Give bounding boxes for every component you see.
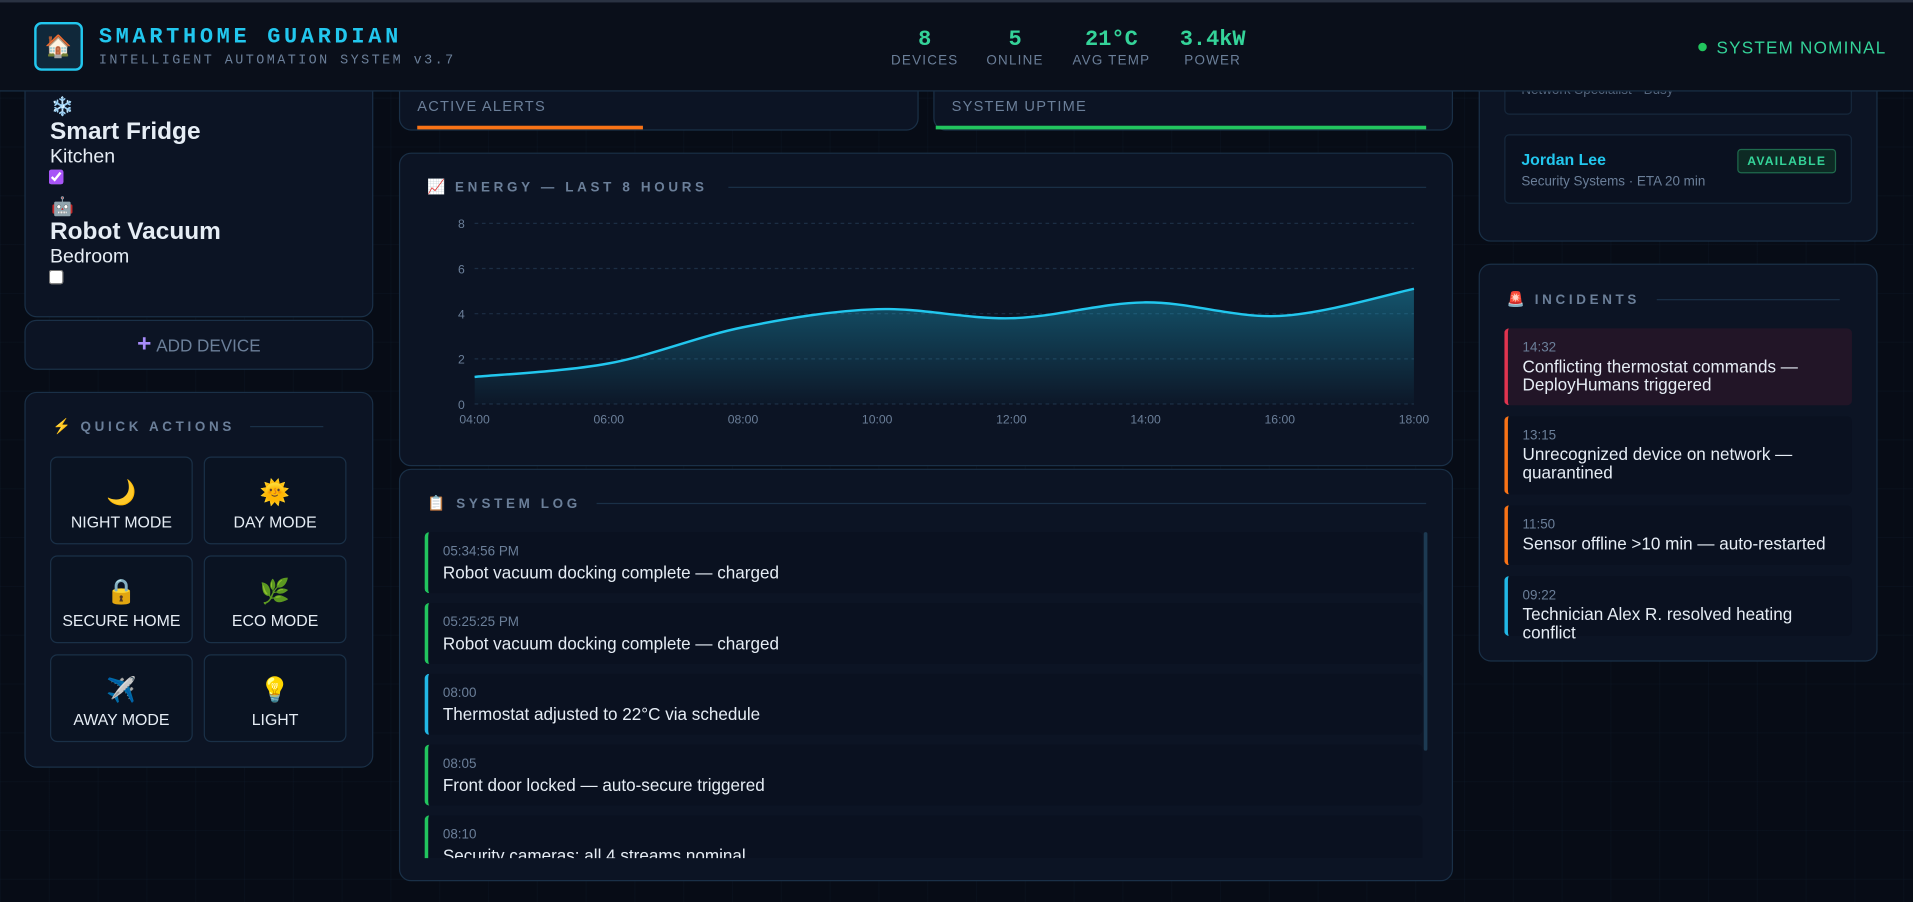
- qa-button-label: DAY MODE: [233, 512, 317, 531]
- incident-time: 11:50: [1522, 517, 1556, 533]
- incidents-icon: 🚨: [1506, 290, 1525, 308]
- stat-label: POWER: [1184, 53, 1242, 69]
- log-entry: 08:00 Thermostat adjusted to 22°C via sch…: [424, 673, 1423, 735]
- quick-action-button[interactable]: ✈️ AWAY MODE: [50, 654, 193, 743]
- metric-label: SYSTEM UPTIME: [951, 97, 1088, 115]
- device-room: Kitchen: [50, 146, 116, 168]
- log-message: Front door locked — auto-secure triggere…: [442, 775, 765, 795]
- add-icon: +: [137, 330, 152, 358]
- log-entry: 08:05 Front door locked — auto-secure tri…: [424, 744, 1423, 806]
- incidents-title: INCIDENTS: [1534, 292, 1641, 308]
- app-title: SMARTHOME GUARDIAN: [98, 25, 402, 51]
- log-time: 05:34:56 PM: [442, 544, 519, 560]
- incident-time: 13:15: [1522, 428, 1557, 444]
- qa-button-icon: 🔒: [106, 578, 137, 606]
- device-toggle[interactable]: [48, 169, 64, 185]
- incident-time: 09:22: [1522, 588, 1557, 603]
- header: [0, 0, 1913, 92]
- app-subtitle: INTELLIGENT AUTOMATION SYSTEM v3.7: [98, 53, 456, 69]
- log-message: Security cameras: all 4 streams nominal: [442, 845, 746, 859]
- quick-action-button[interactable]: 🌙 NIGHT MODE: [50, 456, 193, 545]
- quick-action-button[interactable]: 🔒 SECURE HOME: [50, 555, 193, 644]
- qa-button-icon: ✈️: [106, 677, 137, 705]
- section-rule: [596, 502, 1427, 505]
- stat-label: ONLINE: [986, 53, 1044, 69]
- metric-bar: [417, 125, 643, 130]
- quick-action-button[interactable]: 🌿 ECO MODE: [203, 555, 347, 644]
- add-device-button[interactable]: + ADD DEVICE: [24, 319, 374, 370]
- stat-value: 3.4kW: [1179, 28, 1246, 53]
- device-name: Robot Vacuum: [50, 218, 221, 246]
- log-message: Robot vacuum docking complete — charged: [442, 633, 779, 654]
- qa-button-label: SECURE HOME: [62, 611, 181, 630]
- log-time: 05:25:25 PM: [442, 615, 519, 630]
- stat-value: 8: [918, 28, 932, 53]
- section-rule: [728, 186, 1427, 188]
- qa-button-label: AWAY MODE: [73, 710, 170, 729]
- incident-message: Unrecognized device on network — quarant…: [1522, 444, 1793, 483]
- incident-message: Sensor offline >10 min — auto-restarted: [1522, 533, 1826, 553]
- qa-button-icon: 🌙: [106, 479, 137, 507]
- incident-message: Technician Alex R. resolved heating conf…: [1522, 604, 1793, 643]
- metric-label: ACTIVE ALERTS: [417, 97, 546, 115]
- device-room: Bedroom: [50, 246, 130, 268]
- incident: 11:50 Sensor offline >10 min — auto-resta…: [1504, 505, 1852, 566]
- technician-name: Jordan Lee: [1521, 150, 1606, 169]
- qa-button-label: NIGHT MODE: [70, 512, 172, 531]
- device-name: Smart Fridge: [50, 118, 201, 146]
- stat-label: DEVICES: [891, 53, 959, 69]
- qa-button-icon: 🌿: [259, 578, 291, 606]
- incident: 09:22 Technician Alex R. resolved heating…: [1504, 576, 1852, 641]
- quick-action-button[interactable]: 💡 LIGHT: [203, 654, 347, 743]
- section-rule: [1656, 299, 1840, 301]
- add-label: ADD DEVICE: [156, 335, 261, 355]
- system-status: SYSTEM NOMINAL: [1716, 37, 1887, 58]
- scrollbar: [1423, 532, 1428, 751]
- log-entry: 05:25:25 PM Robot vacuum docking complete…: [424, 602, 1423, 665]
- device-icon: ❄️: [51, 96, 75, 118]
- quick-action-button[interactable]: 🌞 DAY MODE: [203, 456, 347, 545]
- log-entry: 08:10 Security cameras: all 4 streams nom…: [424, 815, 1423, 859]
- qa-icon: ⚡: [52, 417, 71, 435]
- stat-value: 21°C: [1085, 28, 1138, 53]
- incident: 13:15 Unrecognized device on network — qu…: [1504, 416, 1852, 495]
- status-dot: [1698, 42, 1707, 52]
- device-toggle[interactable]: [48, 269, 64, 285]
- qa-button-label: LIGHT: [251, 710, 299, 729]
- log-time: 08:05: [442, 756, 477, 772]
- qa-button-icon: 💡: [259, 677, 291, 705]
- technician-status: AVAILABLE: [1737, 148, 1837, 174]
- log-list: 05:34:56 PM Robot vacuum docking complete…: [424, 532, 1423, 859]
- technician-detail: Security Systems · ETA 20 min: [1521, 174, 1706, 190]
- stat-value: 5: [1008, 28, 1022, 53]
- metric-bar: [935, 125, 1426, 130]
- device-card: [24, 67, 374, 318]
- qa-button-label: ECO MODE: [231, 611, 319, 630]
- log-time: 08:10: [442, 827, 477, 843]
- log-entry: 05:34:56 PM Robot vacuum docking complete…: [424, 532, 1423, 594]
- incident-time: 14:32: [1522, 340, 1557, 356]
- device-icon: 🤖: [51, 196, 75, 218]
- chart-icon: 📈: [427, 178, 446, 196]
- qa-title: QUICK ACTIONS: [80, 419, 235, 435]
- incident-message: Conflicting thermostat commands — Deploy…: [1522, 356, 1798, 395]
- logo: 🏠: [34, 21, 83, 71]
- qa-button-icon: 🌞: [259, 479, 291, 507]
- log-message: Robot vacuum docking complete — charged: [442, 562, 779, 583]
- incident: 14:32 Conflicting thermostat commands — D…: [1504, 328, 1852, 406]
- log-time: 08:00: [442, 685, 477, 701]
- energy-card: [398, 152, 1454, 467]
- section-rule: [250, 425, 324, 428]
- log-icon: 📋: [427, 494, 446, 512]
- stat-label: AVG TEMP: [1072, 53, 1151, 69]
- log-message: Thermostat adjusted to 22°C via schedule: [442, 704, 761, 724]
- chart-title: ENERGY — LAST 8 HOURS: [455, 180, 708, 196]
- log-title: SYSTEM LOG: [456, 496, 581, 512]
